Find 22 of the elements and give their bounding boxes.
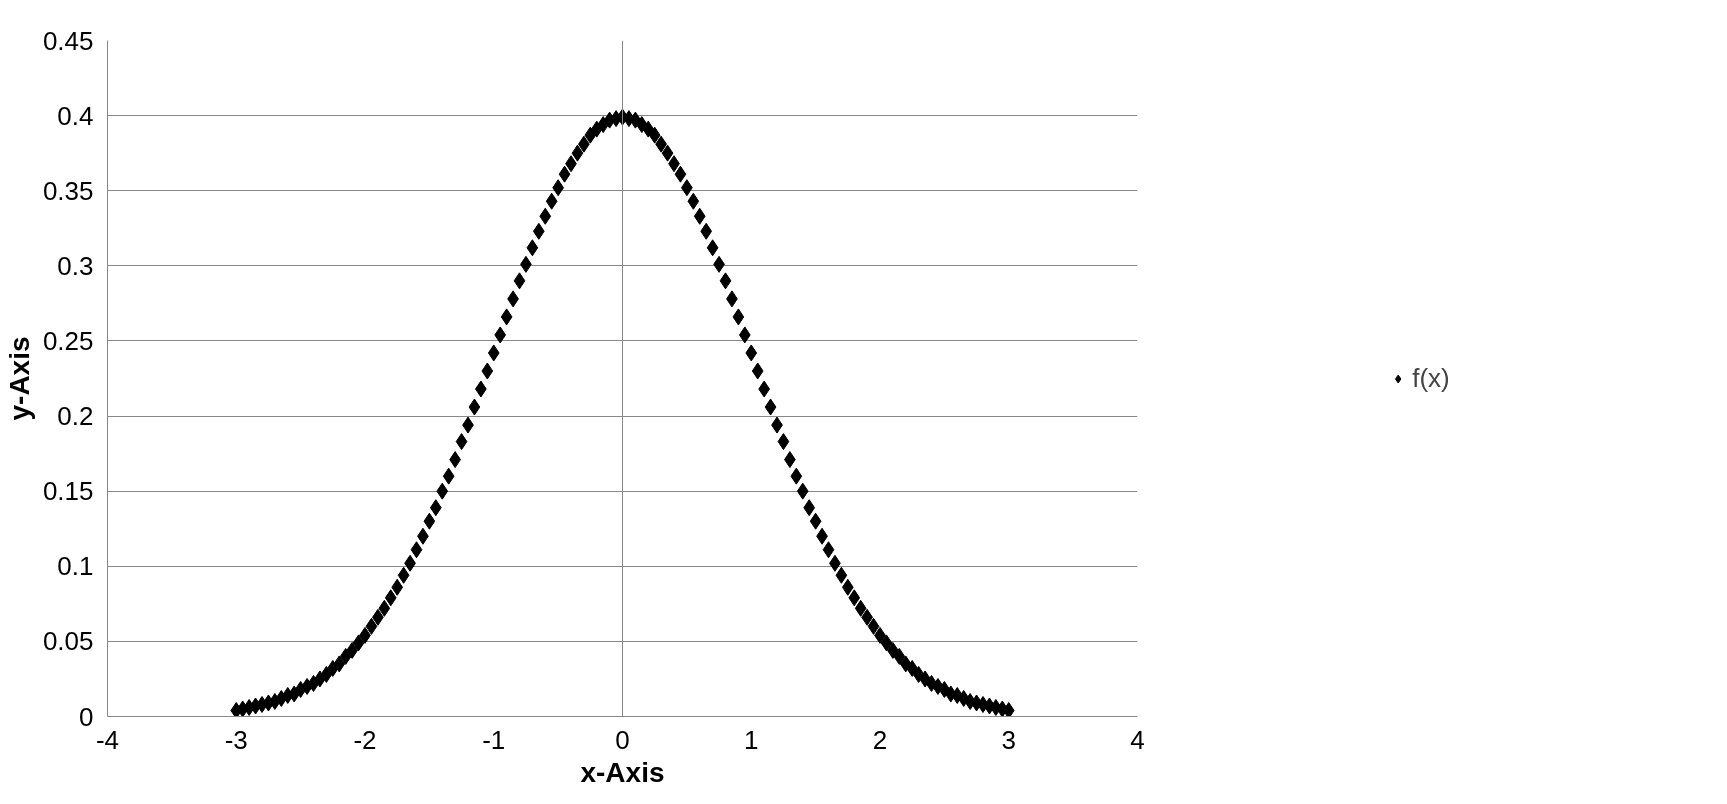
- y-tick-label: 0: [79, 701, 94, 732]
- y-tick-label: 0.25: [42, 325, 94, 356]
- x-tick-label: 1: [744, 724, 759, 755]
- x-tick-label: -4: [95, 724, 120, 755]
- x-tick-label: 4: [1130, 724, 1145, 755]
- x-tick-label: 2: [872, 724, 888, 755]
- y-tick-label: 0.05: [42, 626, 94, 657]
- x-tick-label: 0: [615, 724, 630, 755]
- x-axis-title: x-Axis: [580, 756, 665, 788]
- y-tick-label: 0.2: [57, 401, 94, 432]
- y-axis-title: y-Axis: [3, 336, 35, 421]
- y-tick-label: 0.45: [42, 25, 94, 56]
- y-tick-label: 0.1: [57, 551, 94, 582]
- x-tick-label: -3: [224, 724, 248, 755]
- legend-label: f(x): [1412, 362, 1450, 394]
- y-tick-label: 0.4: [57, 100, 94, 131]
- x-tick-label: -1: [482, 724, 506, 755]
- y-tick-label: 0.15: [42, 476, 94, 507]
- x-tick-label: -2: [353, 724, 377, 755]
- x-tick-label: 3: [1001, 724, 1016, 755]
- y-tick-label: 0.35: [42, 175, 94, 206]
- y-tick-label: 0.3: [57, 250, 94, 281]
